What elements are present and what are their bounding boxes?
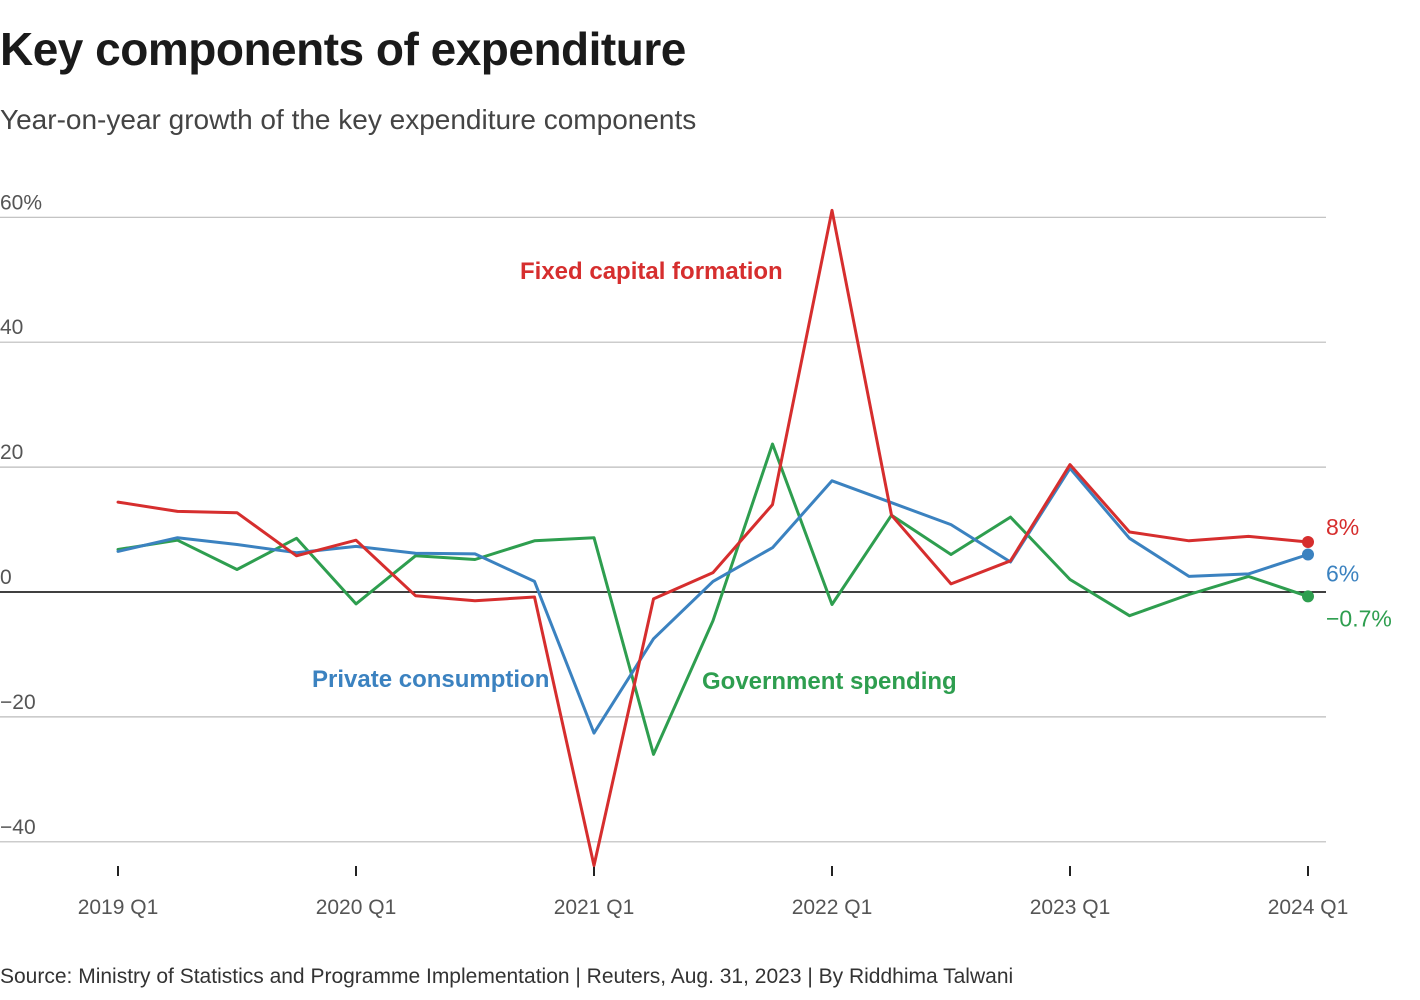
- y-tick-label: −40: [0, 816, 36, 839]
- end-point-dot: [1302, 548, 1314, 561]
- series-annotation-label: Fixed capital formation: [520, 258, 783, 285]
- end-value-label: −0.7%: [1326, 605, 1392, 631]
- x-tick-label: 2021 Q1: [554, 896, 635, 919]
- x-axis: 2019 Q1 2020 Q1 2021 Q1 2022 Q1 2023 Q1 2024 …: [78, 866, 1349, 919]
- end-point-dot: [1302, 590, 1314, 603]
- x-tick-label: 2019 Q1: [78, 896, 159, 919]
- series-line-government-spending: [116, 442, 1310, 756]
- y-tick-label: −20: [0, 691, 36, 714]
- x-tick-label: 2020 Q1: [316, 896, 397, 919]
- y-tick-label: 40: [0, 316, 23, 339]
- source-note: Source: Ministry of Statistics and Progr…: [0, 965, 1014, 988]
- series-annotation-label: Private consumption: [312, 666, 549, 693]
- y-tick-label: 0: [0, 566, 12, 589]
- x-tick-label: 2023 Q1: [1030, 896, 1111, 919]
- y-tick-label: 60%: [0, 191, 42, 214]
- end-point-dot: [1302, 536, 1314, 549]
- series-annotation-label: Government spending: [702, 668, 957, 695]
- label-layer: 8% 6% −0.7% Fixed capital formation Private …: [312, 258, 1392, 695]
- series-line-fixed-capital-formation: [116, 208, 1310, 867]
- x-tick-label: 2024 Q1: [1268, 896, 1349, 919]
- y-tick-label: 20: [0, 441, 23, 464]
- end-value-label: 8%: [1326, 514, 1359, 540]
- series-layer: [116, 208, 1310, 867]
- chart-title: Key components of expenditure: [0, 23, 686, 75]
- chart-subtitle: Year-on-year growth of the key expenditu…: [0, 104, 697, 135]
- x-tick-label: 2022 Q1: [792, 896, 873, 919]
- line-chart: 60% 40 20 0 −20 −40 2019 Q1 2020 Q1 2021 Q1 2022…: [0, 191, 1392, 919]
- end-value-label: 6%: [1326, 561, 1359, 587]
- grid-layer: 60% 40 20 0 −20 −40: [0, 191, 1326, 843]
